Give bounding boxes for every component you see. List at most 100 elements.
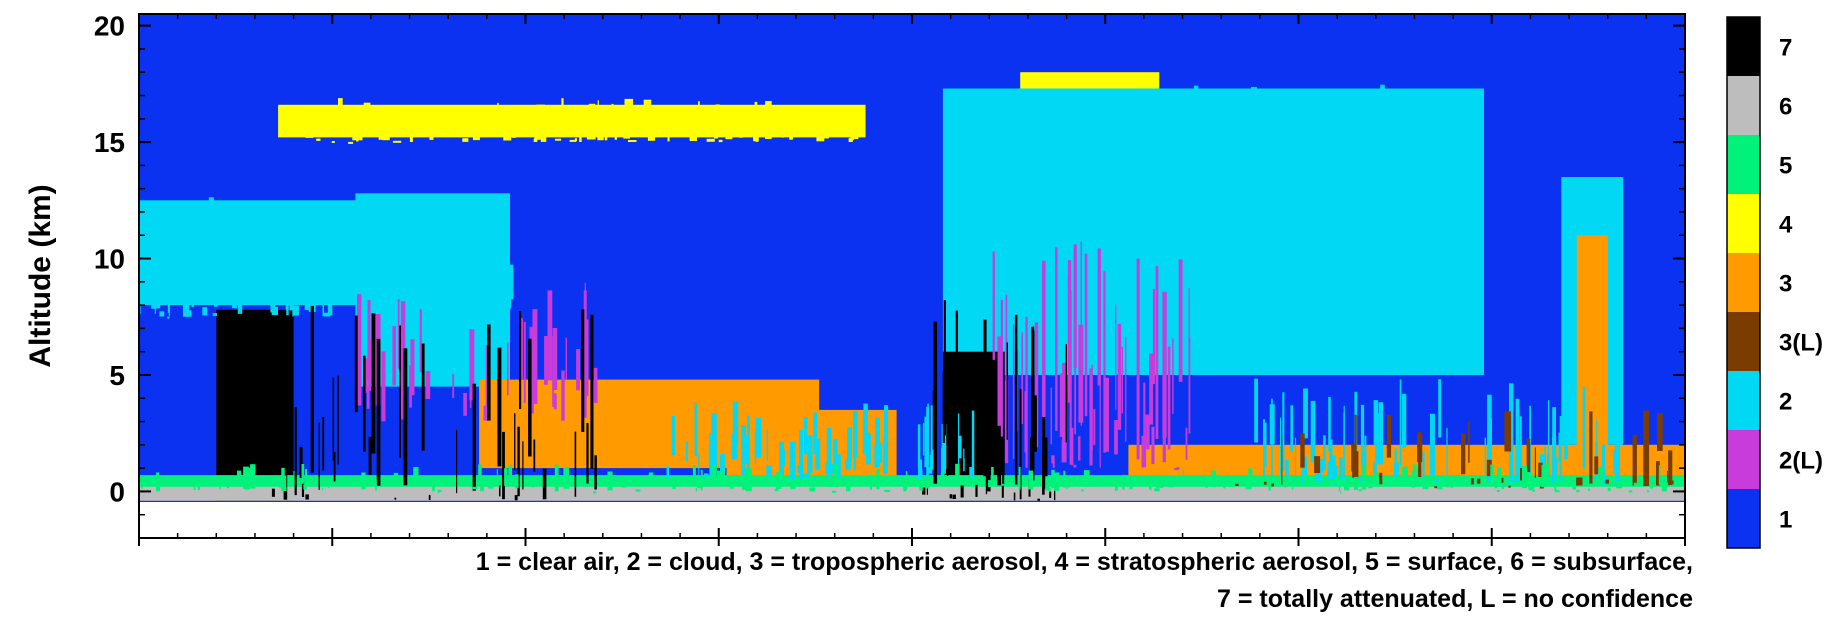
texture-7-33 [283, 382, 288, 500]
texture-2-174 [1474, 297, 1481, 345]
texture-2-67 [813, 412, 818, 455]
texture-4-28 [574, 138, 577, 142]
texture-4-12 [363, 102, 371, 127]
texture-2-46 [1547, 400, 1550, 483]
texture-7-23 [542, 468, 547, 500]
texture-3L-6 [1605, 479, 1609, 484]
texture-2-98 [1433, 250, 1435, 333]
texture-2-22 [803, 473, 809, 478]
texture-4-56 [352, 125, 360, 141]
texture-2-66 [268, 266, 273, 305]
texture-5-101 [301, 464, 305, 484]
texture-2-102 [1454, 152, 1459, 297]
texture-2-63 [1515, 398, 1520, 482]
texture-3L-29 [1526, 438, 1531, 473]
texture-2L-51 [1145, 414, 1150, 450]
texture-5-0 [219, 475, 221, 490]
texture-7-31 [975, 372, 979, 444]
texture-2L-5 [452, 374, 455, 398]
texture-4-62 [429, 136, 434, 140]
texture-5-6 [1268, 474, 1271, 491]
texture-5-58 [1053, 472, 1060, 491]
texture-2-42 [1327, 462, 1332, 481]
texture-2-20 [878, 442, 883, 463]
texture-2L-59 [1121, 346, 1123, 414]
texture-5-57 [1526, 472, 1530, 483]
texture-2-143 [943, 210, 947, 349]
texture-2-79 [1394, 462, 1399, 477]
texture-7-34 [1019, 389, 1022, 500]
texture-2-73 [478, 218, 484, 286]
texture-5-136 [515, 474, 519, 489]
texture-2-18 [487, 267, 491, 300]
texture-5-142 [393, 472, 399, 486]
texture-4-18 [698, 101, 700, 137]
texture-3L-18 [1263, 481, 1267, 485]
texture-5-139 [1347, 478, 1352, 488]
texture-5-50 [905, 471, 908, 490]
texture-2-84 [493, 249, 500, 297]
texture-7-9 [497, 347, 502, 467]
texture-5-146 [745, 468, 752, 492]
texture-2-119 [1004, 305, 1006, 347]
texture-2-144 [1133, 157, 1135, 305]
texture-2-94 [1208, 247, 1213, 344]
texture-5-157 [471, 486, 478, 490]
texture-2L-37 [1167, 346, 1171, 450]
texture-3L-17 [1434, 486, 1438, 489]
texture-5-42 [1205, 478, 1208, 488]
texture-3L-34 [1576, 477, 1583, 486]
texture-2-71 [401, 225, 408, 274]
texture-2-108 [288, 204, 290, 273]
texture-2-48 [1303, 388, 1308, 439]
texture-5-159 [1494, 479, 1498, 489]
texture-5-78 [1129, 475, 1133, 490]
texture-2-77 [1422, 200, 1426, 340]
texture-2-132 [1060, 253, 1066, 309]
texture-7-31 [428, 494, 431, 500]
texture-2-3 [1323, 143, 1326, 321]
texture-5-64 [1051, 469, 1055, 489]
texture-2-106 [185, 310, 192, 317]
texture-4-77 [540, 119, 547, 142]
texture-2-141 [1144, 106, 1150, 275]
texture-2-39 [1484, 437, 1487, 480]
texture-5-81 [1541, 465, 1546, 488]
texture-2-44 [1282, 392, 1285, 471]
texture-7-42 [263, 335, 266, 469]
texture-2-199 [1056, 129, 1063, 246]
texture-5-150 [774, 489, 779, 492]
texture-7-34 [581, 309, 585, 432]
texture-5-100 [1081, 489, 1084, 492]
texture-2-110 [151, 295, 157, 309]
texture-2-118 [154, 288, 156, 314]
legend: 7 6 5 4 3 3(L) 2 2(L) 1 [1726, 16, 1823, 549]
texture-2L-17 [585, 319, 589, 397]
texture-5-63 [1156, 484, 1159, 492]
texture-2L-33 [409, 365, 412, 408]
texture-2L-21 [483, 405, 489, 421]
texture-4-14 [470, 123, 478, 137]
texture-2-196 [1327, 276, 1334, 339]
texture-5-158 [1065, 478, 1068, 489]
texture-5-105 [1154, 488, 1160, 492]
texture-2-4 [1364, 435, 1367, 468]
texture-2L-32 [463, 393, 467, 416]
texture-2-66 [845, 459, 851, 470]
texture-4-47 [387, 105, 394, 132]
texture-5-75 [156, 472, 160, 492]
texture-7-13 [983, 319, 987, 477]
texture-3L-28 [1418, 432, 1422, 477]
texture-5-30 [1245, 486, 1252, 490]
texture-2-52 [979, 180, 981, 315]
texture-2-13 [941, 424, 947, 470]
texture-2-19 [356, 273, 360, 310]
texture-2L-7 [381, 369, 386, 414]
texture-2-41 [766, 465, 772, 477]
texture-4-73 [597, 128, 604, 141]
texture-4-32 [497, 102, 499, 134]
texture-7-35 [517, 426, 520, 497]
texture-5-151 [1291, 487, 1294, 490]
texture-2-146 [1262, 207, 1269, 303]
texture-2-36 [466, 210, 474, 264]
